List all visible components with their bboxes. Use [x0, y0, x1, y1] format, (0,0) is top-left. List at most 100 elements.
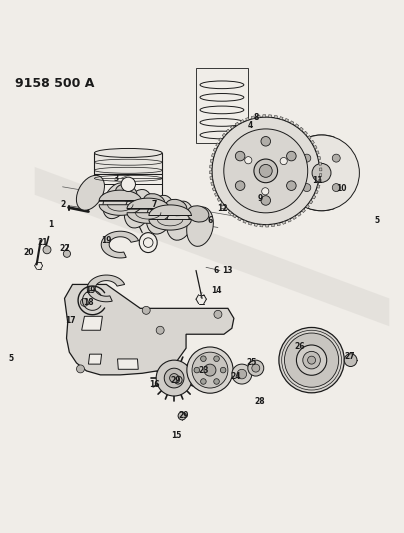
Text: 27: 27 — [344, 352, 355, 361]
Text: 5: 5 — [8, 353, 13, 362]
Polygon shape — [87, 275, 125, 302]
Text: 29: 29 — [171, 376, 181, 384]
Text: 4: 4 — [247, 120, 252, 130]
Text: 2: 2 — [60, 200, 65, 209]
Circle shape — [170, 374, 179, 383]
Circle shape — [236, 151, 245, 161]
Polygon shape — [217, 198, 221, 201]
Circle shape — [63, 250, 71, 257]
Text: 16: 16 — [149, 379, 160, 389]
Text: 17: 17 — [65, 316, 76, 325]
Polygon shape — [224, 207, 228, 211]
Polygon shape — [309, 200, 313, 204]
Polygon shape — [226, 129, 230, 133]
Text: 19: 19 — [85, 286, 96, 295]
Circle shape — [303, 351, 320, 369]
Polygon shape — [307, 135, 311, 139]
Text: 21: 21 — [38, 238, 48, 247]
Polygon shape — [282, 221, 286, 224]
Polygon shape — [240, 119, 244, 123]
Text: 15: 15 — [171, 431, 181, 440]
Polygon shape — [149, 205, 191, 215]
Circle shape — [312, 164, 331, 182]
Circle shape — [252, 364, 260, 372]
Polygon shape — [118, 359, 138, 369]
Circle shape — [297, 345, 327, 375]
Polygon shape — [222, 133, 226, 137]
Polygon shape — [306, 205, 309, 208]
Polygon shape — [312, 195, 316, 199]
Text: 9158 500 A: 9158 500 A — [15, 77, 94, 90]
Text: 7: 7 — [152, 200, 157, 209]
Circle shape — [280, 157, 287, 165]
Polygon shape — [220, 203, 224, 206]
Polygon shape — [211, 154, 215, 157]
Ellipse shape — [165, 199, 187, 216]
Text: 25: 25 — [246, 358, 257, 367]
Text: 22: 22 — [59, 244, 70, 253]
Circle shape — [214, 310, 222, 318]
Polygon shape — [315, 190, 318, 193]
Circle shape — [212, 117, 320, 225]
Polygon shape — [35, 167, 389, 326]
Ellipse shape — [200, 131, 244, 139]
Circle shape — [178, 412, 186, 420]
Polygon shape — [319, 162, 322, 165]
Circle shape — [261, 196, 271, 205]
Text: 29: 29 — [179, 411, 189, 421]
Polygon shape — [82, 316, 102, 330]
Ellipse shape — [143, 193, 165, 210]
Polygon shape — [285, 118, 288, 122]
Polygon shape — [210, 176, 213, 180]
Ellipse shape — [103, 183, 130, 219]
Circle shape — [279, 327, 344, 393]
Text: 23: 23 — [199, 366, 209, 375]
Circle shape — [121, 177, 135, 191]
Polygon shape — [317, 185, 320, 188]
Circle shape — [254, 159, 278, 183]
Polygon shape — [290, 121, 294, 124]
Polygon shape — [260, 224, 263, 227]
Polygon shape — [216, 143, 219, 147]
Polygon shape — [292, 216, 297, 220]
Polygon shape — [246, 117, 249, 120]
Polygon shape — [257, 115, 260, 118]
Polygon shape — [99, 205, 141, 215]
Polygon shape — [95, 153, 162, 174]
Circle shape — [232, 364, 252, 384]
Circle shape — [156, 360, 192, 396]
Text: 1: 1 — [48, 220, 53, 229]
Polygon shape — [269, 115, 271, 117]
Circle shape — [76, 365, 84, 373]
Text: 13: 13 — [223, 266, 233, 275]
Polygon shape — [251, 116, 255, 119]
Polygon shape — [288, 219, 291, 222]
Polygon shape — [88, 354, 101, 364]
Circle shape — [80, 298, 88, 306]
Text: 14: 14 — [211, 286, 221, 295]
Polygon shape — [228, 211, 232, 215]
Text: 12: 12 — [217, 204, 227, 213]
Text: 18: 18 — [83, 298, 94, 307]
Ellipse shape — [200, 106, 244, 114]
Circle shape — [284, 333, 339, 387]
Polygon shape — [99, 190, 141, 201]
Circle shape — [303, 154, 311, 162]
Polygon shape — [219, 138, 222, 142]
Ellipse shape — [187, 206, 209, 222]
Circle shape — [259, 164, 272, 177]
Ellipse shape — [200, 93, 244, 101]
Circle shape — [248, 360, 264, 376]
Circle shape — [187, 347, 233, 393]
Polygon shape — [65, 285, 234, 375]
Circle shape — [214, 378, 219, 384]
Polygon shape — [314, 146, 317, 149]
Text: 9: 9 — [257, 194, 263, 203]
Circle shape — [201, 378, 206, 384]
Circle shape — [236, 181, 245, 190]
Polygon shape — [243, 220, 246, 223]
Circle shape — [237, 369, 246, 379]
Circle shape — [156, 326, 164, 334]
Ellipse shape — [95, 149, 162, 157]
Ellipse shape — [166, 201, 194, 240]
